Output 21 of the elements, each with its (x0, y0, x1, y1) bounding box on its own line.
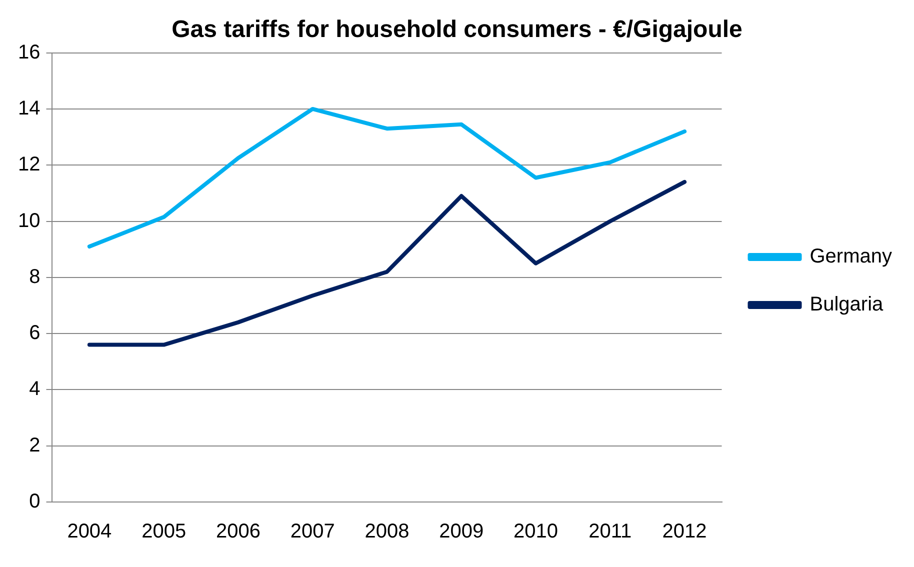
y-tick-label: 8 (29, 266, 40, 288)
x-tick-label: 2004 (67, 520, 112, 543)
x-tick-label: 2011 (588, 520, 632, 543)
y-tick-label: 10 (18, 210, 40, 232)
x-tick-label: 2007 (290, 520, 335, 543)
x-tick-label: 2006 (216, 520, 260, 543)
legend-label: Bulgaria (810, 294, 884, 316)
x-tick-label: 2005 (142, 520, 186, 543)
x-tick-label: 2008 (364, 520, 410, 543)
y-tick-label: 14 (18, 97, 40, 120)
x-tick-label: 2009 (439, 520, 484, 543)
y-tick-label: 16 (18, 41, 40, 64)
chart-title: Gas tariffs for household consumers - €/Gigajoule (172, 16, 742, 44)
y-tick-label: 2 (29, 434, 40, 456)
y-tick-label: 0 (29, 490, 40, 513)
y-tick-label: 4 (29, 378, 40, 400)
legend-label: Germany (810, 246, 892, 268)
x-tick-label: 2010 (514, 520, 558, 543)
y-tick-label: 12 (18, 154, 40, 176)
y-tick-label: 6 (29, 322, 40, 344)
x-tick-label: 2012 (662, 520, 707, 543)
